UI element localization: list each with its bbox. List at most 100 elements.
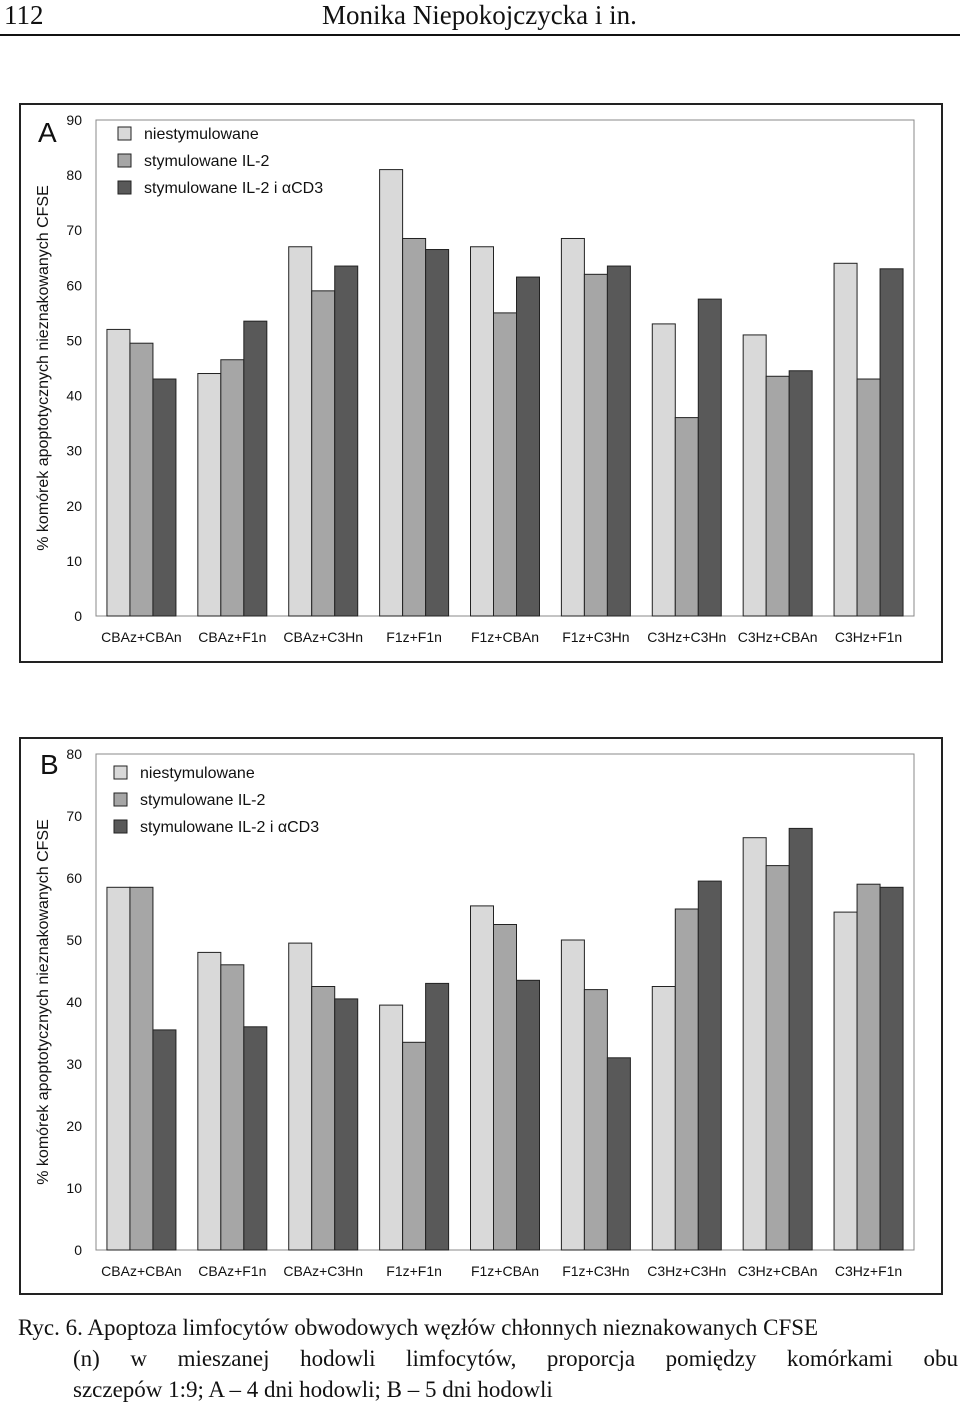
bar [379,169,404,617]
bar [742,334,767,617]
x-tick-label: CBAz+C3Hn [283,629,363,645]
panel-letter: B [40,749,59,780]
bar [560,237,585,617]
bar [651,323,676,617]
bar [697,298,722,617]
bar [220,359,245,617]
x-tick-label: F1z+C3Hn [562,629,629,645]
bar [833,262,858,617]
y-axis-label: % komórek apoptotycznych nieznakowanych … [35,185,52,551]
y-tick-label: 70 [66,808,82,824]
bar [674,417,699,617]
bar [516,979,540,1251]
legend-label: stymulowane IL-2 i αCD3 [140,819,319,836]
x-tick-label: F1z+CBAn [471,629,539,645]
legend-swatch [113,792,128,807]
bar [493,312,517,617]
chart-panel-a: A % komórek apoptotycznych nieznakowanych… [19,103,943,663]
panel-letter: A [38,117,57,148]
legend-label: stymulowane IL-2 [140,792,265,809]
bar [856,883,881,1251]
y-tick-label: 50 [66,332,82,348]
bar [197,373,222,617]
x-tick-label: CBAz+F1n [198,1263,266,1279]
page-header: 112 Monika Niepokojczycka i in. [0,0,960,36]
figure-caption: Ryc. 6. Apoptoza limfocytów obwodowych w… [18,1312,958,1405]
legend-label: niestymulowane [144,126,259,143]
bar [879,268,904,617]
y-tick-label: 50 [66,932,82,948]
bar [402,237,427,617]
caption-line-3: szczepów 1:9; A – 4 dni hodowli; B – 5 d… [73,1377,553,1402]
y-tick-label: 60 [66,277,82,293]
bar [697,880,722,1251]
bar [470,905,494,1251]
bar [425,249,450,617]
bar [879,886,904,1251]
bar [288,942,313,1251]
bar [833,911,858,1251]
x-tick-label: CBAz+C3Hn [283,1263,363,1279]
y-tick-label: 10 [66,553,82,569]
bar [334,998,359,1251]
bar [334,265,359,617]
bar [152,1029,177,1251]
chart-frame [19,737,943,1295]
bar [765,375,790,617]
x-tick-label: CBAz+CBAn [101,629,182,645]
bar [606,265,631,617]
bar [220,964,245,1251]
bar [129,342,154,617]
x-tick-label: C3Hz+CBAn [738,629,818,645]
y-tick-label: 30 [66,1056,82,1072]
legend-swatch [117,153,132,168]
bar [311,290,336,617]
y-tick-label: 40 [66,388,82,404]
y-tick-label: 10 [66,1180,82,1196]
y-axis-label: % komórek apoptotycznych nieznakowanych … [35,819,52,1185]
page-authors: Monika Niepokojczycka i in. [322,0,637,30]
bar [765,865,790,1251]
y-tick-label: 70 [66,222,82,238]
x-tick-label: C3Hz+F1n [835,629,902,645]
y-tick-label: 30 [66,443,82,459]
x-tick-label: CBAz+F1n [198,629,266,645]
bar [742,837,767,1251]
bar [470,246,494,617]
caption-line-2: (n) w mieszanej hodowli limfocytów, prop… [73,1346,958,1371]
y-tick-label: 60 [66,870,82,886]
caption-line-1: Ryc. 6. Apoptoza limfocytów obwodowych w… [18,1315,819,1340]
y-tick-label: 20 [66,1118,82,1134]
page-number: 112 [4,0,44,30]
bar [106,328,131,617]
chart-panel-b: B % komórek apoptotycznych nieznakowanych… [19,737,943,1295]
bar [197,951,222,1251]
legend-swatch [117,126,132,141]
y-tick-label: 80 [66,746,82,762]
legend-swatch [113,765,128,780]
bar [583,989,608,1251]
bar [288,246,313,617]
chart-frame [19,103,943,663]
y-tick-label: 80 [66,167,82,183]
x-tick-label: F1z+C3Hn [562,1263,629,1279]
legend-label: stymulowane IL-2 [144,153,269,170]
header-rule [0,34,960,36]
y-tick-label: 20 [66,498,82,514]
legend-label: stymulowane IL-2 i αCD3 [144,180,323,197]
x-tick-label: C3Hz+C3Hn [647,629,726,645]
legend-swatch [113,819,128,834]
x-tick-label: C3Hz+CBAn [738,1263,818,1279]
x-tick-label: C3Hz+F1n [835,1263,902,1279]
bar [379,1004,404,1251]
bar [788,827,813,1251]
x-tick-label: CBAz+CBAn [101,1263,182,1279]
x-tick-label: F1z+F1n [386,629,442,645]
y-tick-label: 0 [74,1242,82,1258]
bar [152,378,177,617]
legend-swatch [117,180,132,195]
bar [493,924,517,1251]
bar [651,986,676,1251]
bar [311,986,336,1251]
x-tick-label: F1z+F1n [386,1263,442,1279]
